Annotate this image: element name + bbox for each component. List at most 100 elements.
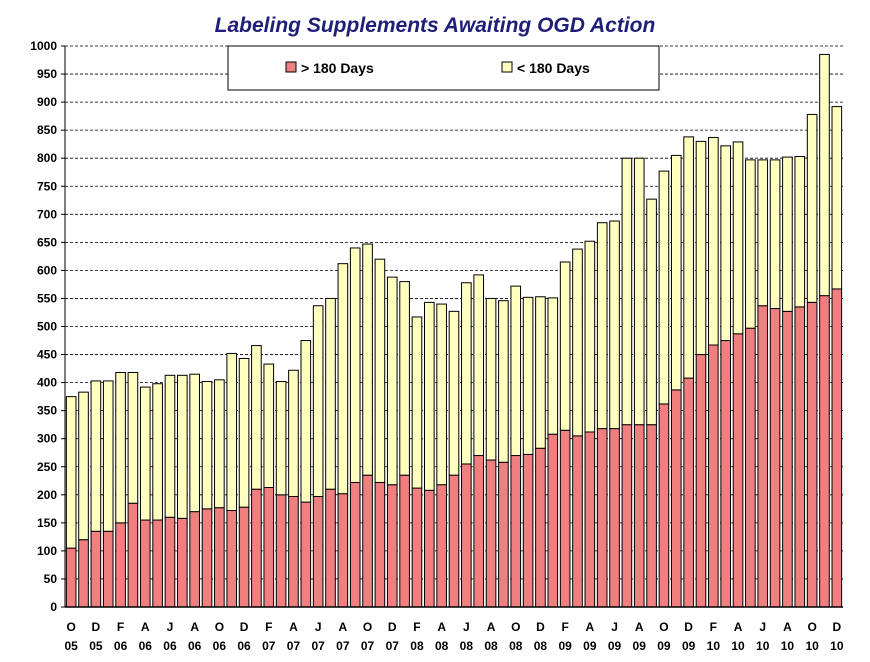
x-tick-year: 09	[558, 639, 572, 653]
bar-segment-under-180	[683, 136, 694, 379]
x-tick-month: A	[783, 620, 792, 634]
bar-segment-over-180	[177, 517, 188, 608]
y-tick-label: 600	[37, 263, 57, 277]
y-tick-label: 150	[37, 516, 57, 530]
x-tick-month: A	[289, 620, 298, 634]
bar-segment-under-180	[152, 383, 163, 521]
bar-segment-under-180	[102, 380, 114, 532]
bar-segment-under-180	[633, 157, 645, 426]
x-tick-year: 06	[237, 639, 251, 653]
bar-segment-over-180	[485, 459, 497, 608]
bar-segment-over-180	[201, 508, 213, 608]
x-tick-month: A	[339, 620, 348, 634]
bar-segment-over-180	[362, 474, 373, 608]
bar-segment-over-180	[498, 461, 509, 608]
bar-segment-under-180	[65, 396, 77, 549]
bar-segment-over-180	[115, 522, 126, 608]
bar-segment-over-180	[633, 424, 645, 608]
bar-segment-under-180	[782, 156, 793, 312]
x-tick-year: 05	[89, 639, 103, 653]
bar-segment-under-180	[288, 369, 299, 497]
x-tick-year: 07	[287, 639, 301, 653]
legend-label-under-180: < 180 Days	[517, 60, 590, 76]
bar-segment-under-180	[90, 380, 102, 532]
x-tick-year: 08	[435, 639, 449, 653]
y-tick-label: 300	[37, 432, 57, 446]
bar-segment-over-180	[263, 487, 275, 608]
bar-segment-under-180	[572, 248, 583, 437]
bar-segment-under-180	[806, 113, 818, 303]
bar-segment-under-180	[177, 374, 188, 519]
x-tick-month: A	[141, 620, 150, 634]
bar-segment-under-180	[337, 263, 349, 495]
legend-swatch-under-180	[501, 61, 513, 73]
x-tick-month: D	[92, 620, 101, 634]
bar-segment-over-180	[535, 447, 546, 608]
x-tick-month: J	[611, 620, 618, 634]
bar-segment-over-180	[288, 495, 299, 608]
bar-segment-under-180	[510, 285, 522, 457]
x-tick-year: 06	[188, 639, 202, 653]
bar-segment-under-180	[127, 372, 139, 504]
y-tick-label: 100	[37, 544, 57, 558]
bar-segment-under-180	[139, 386, 151, 521]
x-tick-month: D	[536, 620, 545, 634]
bar-segment-under-180	[584, 240, 596, 433]
bar-segment-over-180	[337, 493, 349, 608]
bar-segment-under-180	[535, 296, 546, 449]
bar-segment-under-180	[522, 296, 534, 455]
bar-segment-over-180	[65, 547, 77, 608]
x-tick-year: 10	[830, 639, 844, 653]
x-tick-year: 08	[460, 639, 474, 653]
bar-segment-over-180	[374, 481, 386, 608]
bar-segment-under-180	[312, 305, 324, 497]
y-tick-label: 650	[37, 235, 57, 249]
y-tick-label: 800	[37, 151, 57, 165]
x-tick-month: O	[511, 620, 520, 634]
bar-segment-over-180	[90, 530, 102, 608]
x-tick-month: O	[215, 620, 224, 634]
bar-segment-over-180	[732, 333, 744, 608]
x-tick-month: J	[315, 620, 322, 634]
y-tick-label: 50	[44, 572, 58, 586]
bar-segment-under-180	[498, 300, 509, 463]
bar-segment-over-180	[399, 474, 410, 608]
bar-segment-over-180	[621, 424, 633, 608]
bar-segment-over-180	[819, 295, 830, 608]
bar-segment-over-180	[510, 455, 522, 608]
y-tick-label: 950	[37, 67, 57, 81]
bar-segment-under-180	[769, 159, 781, 310]
x-tick-year: 06	[114, 639, 128, 653]
x-tick-year: 10	[805, 639, 819, 653]
x-tick-month: J	[463, 620, 470, 634]
bar-segment-over-180	[769, 308, 781, 608]
bars	[65, 53, 843, 608]
bar-segment-over-180	[720, 340, 731, 608]
bar-segment-under-180	[115, 372, 126, 524]
bar-segment-over-180	[127, 502, 139, 608]
bar-segment-under-180	[201, 380, 213, 510]
x-tick-year: 07	[262, 639, 276, 653]
bar-segment-under-180	[411, 316, 423, 489]
bar-segment-under-180	[164, 374, 176, 518]
bar-segment-over-180	[349, 481, 361, 608]
bar-segment-under-180	[658, 170, 670, 405]
x-tick-month: A	[586, 620, 595, 634]
bar-segment-over-180	[831, 288, 843, 608]
x-tick-year: 10	[707, 639, 721, 653]
x-tick-year: 07	[311, 639, 325, 653]
bar-segment-under-180	[596, 222, 608, 430]
x-tick-month: A	[734, 620, 743, 634]
bar-segment-over-180	[782, 310, 793, 608]
bar-segment-over-180	[436, 484, 447, 608]
y-tick-label: 500	[37, 320, 57, 334]
x-tick-year: 08	[534, 639, 548, 653]
y-tick-label: 700	[37, 207, 57, 221]
bar-segment-under-180	[547, 297, 559, 435]
bar-segment-under-180	[819, 53, 830, 297]
bar-segment-over-180	[646, 424, 657, 608]
bar-segment-under-180	[745, 159, 756, 329]
x-tick-year: 07	[386, 639, 400, 653]
bar-segment-under-180	[423, 301, 435, 491]
bar-segment-over-180	[139, 519, 151, 608]
